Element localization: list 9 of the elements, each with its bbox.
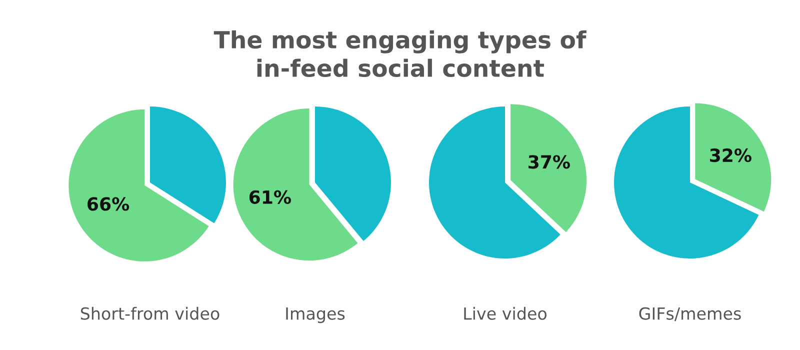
text: Images <box>286 307 345 324</box>
text: Live video <box>464 306 547 320</box>
data-label: 61% <box>249 190 291 204</box>
data-label: 32% <box>710 148 752 162</box>
text: GIFs/memes <box>639 307 741 322</box>
data-label: 66% <box>88 197 130 211</box>
text: The most engaging types of in-feed social content <box>214 30 586 78</box>
text: Short-from video <box>80 306 220 320</box>
data-label: 37% <box>528 155 570 169</box>
